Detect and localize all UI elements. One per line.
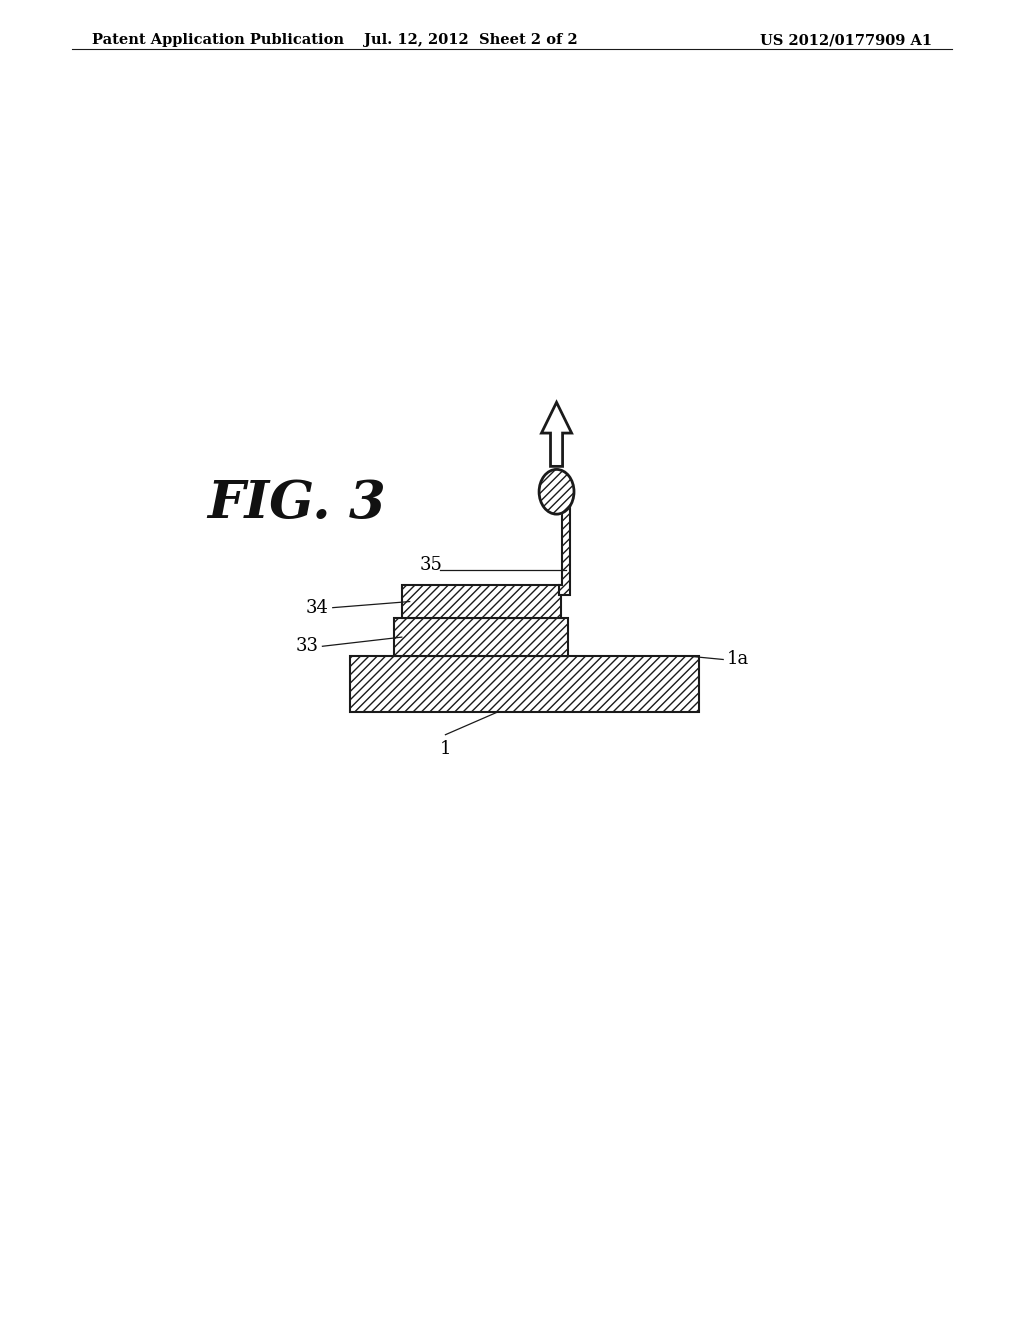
Bar xyxy=(401,585,560,618)
Bar xyxy=(401,585,560,618)
Text: US 2012/0177909 A1: US 2012/0177909 A1 xyxy=(760,33,932,48)
Polygon shape xyxy=(542,403,571,466)
Text: 1a: 1a xyxy=(727,651,750,668)
Text: 34: 34 xyxy=(306,599,329,616)
Polygon shape xyxy=(559,504,570,595)
Text: 1: 1 xyxy=(439,739,452,758)
Text: 33: 33 xyxy=(296,638,318,655)
Text: Jul. 12, 2012  Sheet 2 of 2: Jul. 12, 2012 Sheet 2 of 2 xyxy=(365,33,578,48)
Text: FIG. 3: FIG. 3 xyxy=(207,478,386,529)
Bar xyxy=(394,618,568,656)
Circle shape xyxy=(539,469,574,515)
Text: Patent Application Publication: Patent Application Publication xyxy=(92,33,344,48)
Circle shape xyxy=(539,470,574,515)
Text: 35: 35 xyxy=(420,556,443,574)
Bar xyxy=(394,618,568,656)
Bar xyxy=(350,656,699,713)
Bar xyxy=(350,656,699,713)
